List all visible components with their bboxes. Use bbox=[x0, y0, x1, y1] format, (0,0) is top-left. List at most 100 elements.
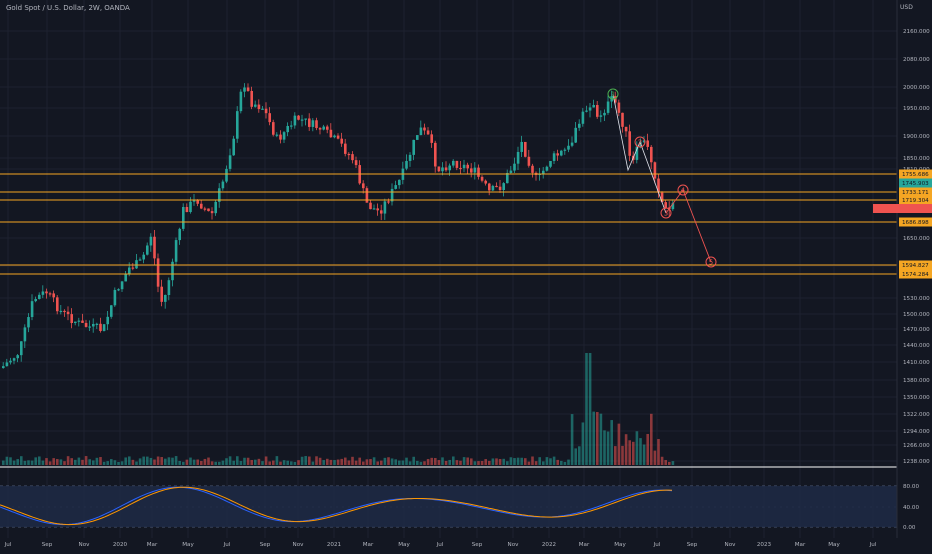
candle-body bbox=[138, 259, 142, 261]
volume-bar bbox=[405, 457, 408, 465]
candle-body bbox=[34, 298, 37, 302]
volume-bar bbox=[434, 458, 437, 465]
volume-bar bbox=[189, 457, 192, 465]
volume-bar bbox=[70, 458, 73, 465]
symbol-title[interactable]: Gold Spot / U.S. Dollar, 2W, OANDA bbox=[6, 4, 130, 12]
volume-bar bbox=[455, 460, 459, 465]
volume-bar bbox=[250, 459, 253, 465]
candle-body bbox=[498, 186, 502, 191]
volume-bar bbox=[653, 450, 657, 465]
volume-bar bbox=[311, 461, 315, 465]
time-tick-label: May bbox=[828, 542, 840, 548]
time-tick-label: Nov bbox=[293, 542, 305, 548]
candle-body bbox=[261, 108, 264, 110]
volume-bar bbox=[574, 448, 577, 465]
candle-body bbox=[614, 96, 617, 103]
price-tick-label: 1950.000 bbox=[903, 106, 930, 112]
candle-body bbox=[164, 295, 167, 302]
candle-body bbox=[293, 115, 297, 126]
candle-body bbox=[250, 90, 253, 107]
candle-body bbox=[585, 110, 588, 112]
volume-bar bbox=[257, 458, 261, 465]
candle-body bbox=[290, 125, 293, 127]
candle-body bbox=[9, 360, 12, 363]
time-tick-label: Nov bbox=[508, 542, 520, 548]
volume-bar bbox=[333, 460, 336, 465]
volume-bar bbox=[225, 458, 228, 465]
volume-bar bbox=[275, 456, 279, 465]
candle-body bbox=[2, 366, 5, 368]
volume-bar bbox=[146, 456, 149, 465]
candle-body bbox=[333, 135, 336, 138]
candle-body bbox=[354, 160, 358, 166]
time-tick-label: May bbox=[614, 542, 626, 548]
candle-body bbox=[635, 146, 639, 160]
volume-bar bbox=[430, 457, 433, 465]
volume-bar bbox=[84, 456, 88, 465]
volume-bar bbox=[340, 458, 343, 465]
volume-bar bbox=[588, 353, 592, 465]
candle-body bbox=[340, 138, 343, 144]
candle-body bbox=[444, 167, 448, 171]
candle-body bbox=[160, 286, 163, 302]
candle-body bbox=[99, 323, 102, 331]
candle-body bbox=[621, 112, 624, 127]
volume-bar bbox=[545, 457, 549, 465]
wave-label: 2 bbox=[638, 139, 642, 147]
candle-body bbox=[344, 143, 347, 154]
volume-bar bbox=[45, 458, 48, 465]
wave-label: 4 bbox=[681, 187, 686, 195]
level-lines-layer[interactable] bbox=[0, 173, 897, 275]
price-tick-label: 1470.000 bbox=[903, 327, 930, 333]
volume-bar bbox=[95, 457, 99, 465]
candle-body bbox=[214, 201, 217, 214]
volume-bar bbox=[520, 457, 523, 465]
volume-bar bbox=[376, 461, 379, 465]
volume-bar bbox=[488, 460, 491, 465]
time-axis[interactable]: Jul Sep Nov 2020 Mar May Jul Sep Nov 2021 Mar May Ju… bbox=[0, 538, 932, 550]
candle-body bbox=[81, 320, 84, 323]
time-tick-label: Jul bbox=[223, 542, 231, 548]
candle-body bbox=[95, 323, 99, 325]
candle-body bbox=[552, 153, 556, 161]
candle-body bbox=[380, 210, 383, 214]
candle-body bbox=[131, 267, 135, 269]
volume-bar bbox=[502, 458, 505, 465]
price-tick-label: 1900.000 bbox=[903, 134, 930, 140]
candle-body bbox=[390, 188, 394, 202]
candle-body bbox=[347, 153, 351, 156]
level-tag-label: 1755.686 bbox=[902, 172, 929, 178]
volume-bar bbox=[380, 460, 383, 465]
candle-body bbox=[628, 131, 631, 156]
candle-body bbox=[84, 322, 88, 327]
volume-bar bbox=[459, 460, 462, 465]
candle-body bbox=[448, 165, 451, 171]
price-tick-label: 1440.000 bbox=[903, 343, 930, 349]
volume-bar bbox=[171, 457, 174, 465]
volume-bar bbox=[16, 459, 19, 465]
level-tag bbox=[899, 187, 932, 197]
volume-bar bbox=[642, 444, 646, 465]
volume-bar bbox=[570, 414, 574, 465]
volume-bar bbox=[214, 461, 217, 465]
candle-body bbox=[232, 138, 235, 156]
volume-bar bbox=[606, 431, 610, 465]
candle-body bbox=[66, 311, 70, 315]
candles-layer[interactable] bbox=[2, 83, 675, 369]
price-tick-label: 1322.000 bbox=[903, 412, 930, 418]
volume-bar bbox=[516, 457, 520, 465]
wave-label: 1 bbox=[611, 91, 615, 99]
candle-body bbox=[5, 362, 9, 367]
volume-bar bbox=[365, 459, 369, 465]
price-tick-label: 1294.000 bbox=[903, 429, 930, 435]
volume-bar bbox=[106, 461, 109, 465]
level-tag bbox=[899, 269, 932, 279]
volume-bar bbox=[351, 456, 354, 465]
volume-bar bbox=[437, 460, 441, 465]
candle-body bbox=[300, 119, 304, 121]
stochastic-band bbox=[0, 486, 897, 527]
candle-body bbox=[196, 200, 199, 204]
volume-bar bbox=[401, 460, 405, 465]
